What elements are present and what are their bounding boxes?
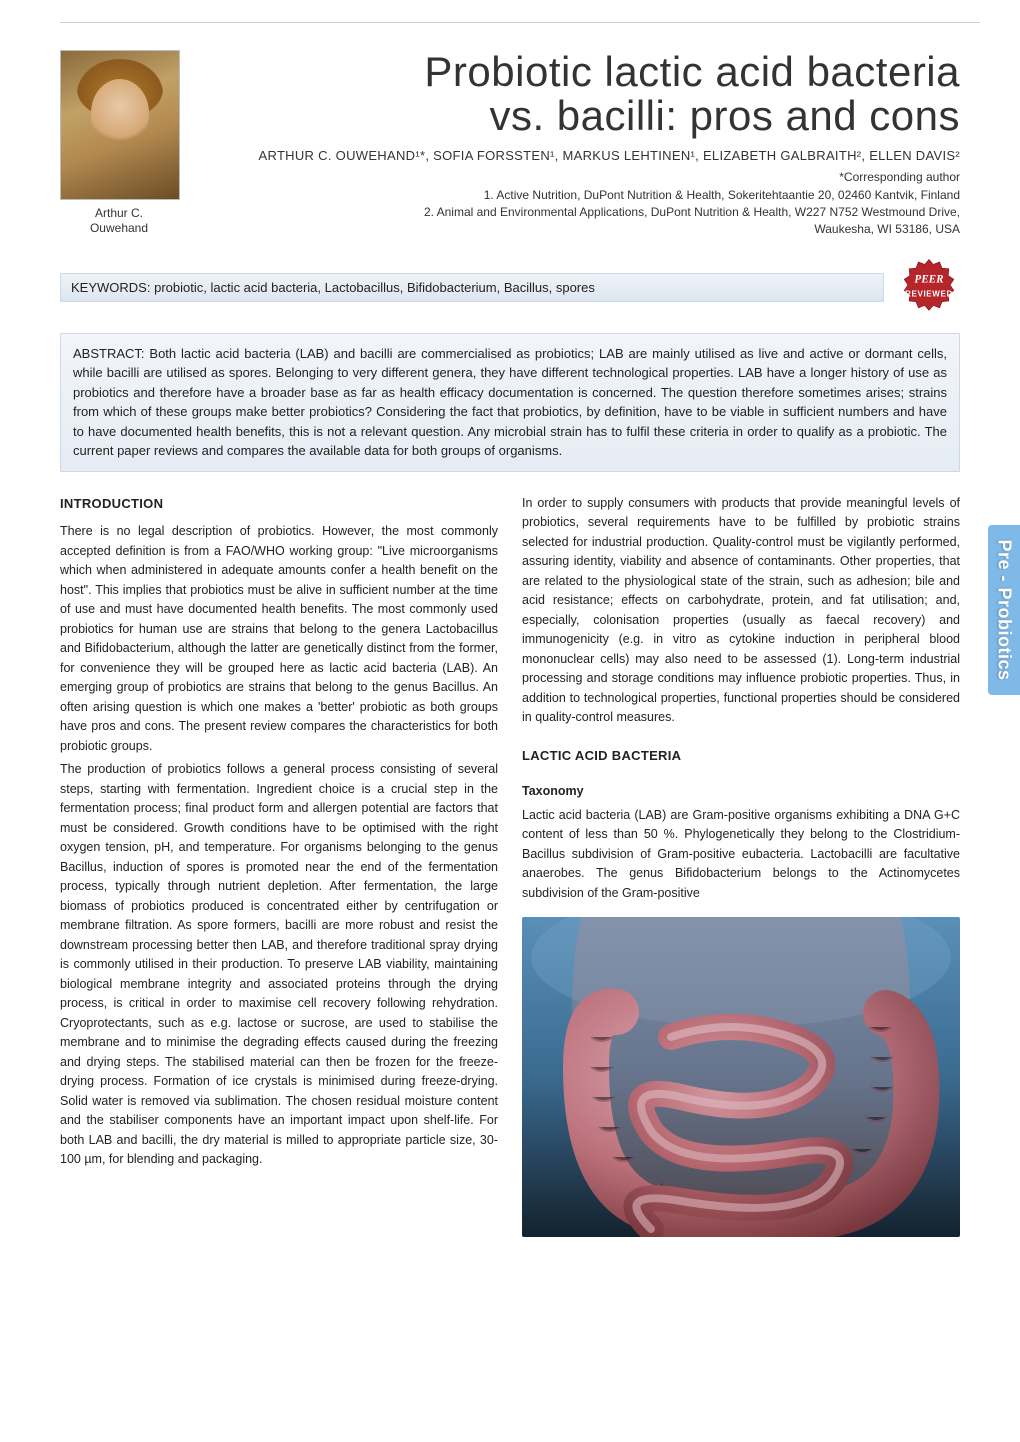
column-left: INTRODUCTION There is no legal descripti… [60,494,498,1237]
side-tab-label: Pre - Probiotics [994,539,1015,680]
affiliation-2: 2. Animal and Environmental Applications… [208,204,960,221]
caption-line-1: Arthur C. [95,206,143,220]
taxonomy-paragraph: Lactic acid bacteria (LAB) are Gram-posi… [522,806,960,904]
col2-paragraph-1: In order to supply consumers with produc… [522,494,960,728]
peer-badge-bottom-text: REVIEWED [905,289,953,298]
intestine-illustration-icon [522,917,960,1237]
caption-line-2: Ouwehand [90,221,148,235]
introduction-heading: INTRODUCTION [60,494,498,514]
peer-badge-icon: PEER REVIEWED [898,257,960,319]
title-block: Probiotic lactic acid bacteria vs. bacil… [208,50,960,239]
intestine-figure [522,917,960,1237]
taxonomy-heading: Taxonomy [522,782,960,802]
intro-paragraph-2: The production of probiotics follows a g… [60,760,498,1170]
keywords-row: KEYWORDS: probiotic, lactic acid bacteri… [60,257,960,319]
keywords-text: probiotic, lactic acid bacteria, Lactoba… [154,280,595,295]
affiliation-1: 1. Active Nutrition, DuPont Nutrition & … [208,187,960,204]
corresponding-note: *Corresponding author [208,169,960,186]
author-list: ARTHUR C. OUWEHAND¹*, SOFIA FORSSTEN¹, M… [208,148,960,163]
page-root: Pre - Probiotics Arthur C. Ouwehand Prob… [0,0,1020,1442]
abstract-text: Both lactic acid bacteria (LAB) and baci… [73,346,947,459]
abstract-box: ABSTRACT: Both lactic acid bacteria (LAB… [60,333,960,472]
side-section-tab: Pre - Probiotics [988,525,1020,695]
title-line-1: Probiotic lactic acid bacteria [424,48,960,95]
intro-paragraph-1: There is no legal description of probiot… [60,522,498,756]
peer-reviewed-badge: PEER REVIEWED [898,257,960,319]
keywords-label: KEYWORDS: [71,280,150,295]
lab-heading: LACTIC ACID BACTERIA [522,746,960,766]
abstract-label: ABSTRACT: [73,346,145,361]
keywords-bar: KEYWORDS: probiotic, lactic acid bacteri… [60,273,884,302]
peer-badge-top-text: PEER [914,273,944,285]
author-photo [60,50,180,200]
column-right: In order to supply consumers with produc… [522,494,960,1237]
title-line-2: vs. bacilli: pros and cons [489,92,960,139]
article-title: Probiotic lactic acid bacteria vs. bacil… [208,50,960,138]
top-rule [60,22,980,23]
affiliation-2b: Waukesha, WI 53186, USA [208,221,960,238]
author-photo-caption: Arthur C. Ouwehand [60,206,178,236]
article-body: INTRODUCTION There is no legal descripti… [60,494,960,1237]
author-portrait-block: Arthur C. Ouwehand [60,50,178,236]
article-header: Arthur C. Ouwehand Probiotic lactic acid… [60,50,960,239]
